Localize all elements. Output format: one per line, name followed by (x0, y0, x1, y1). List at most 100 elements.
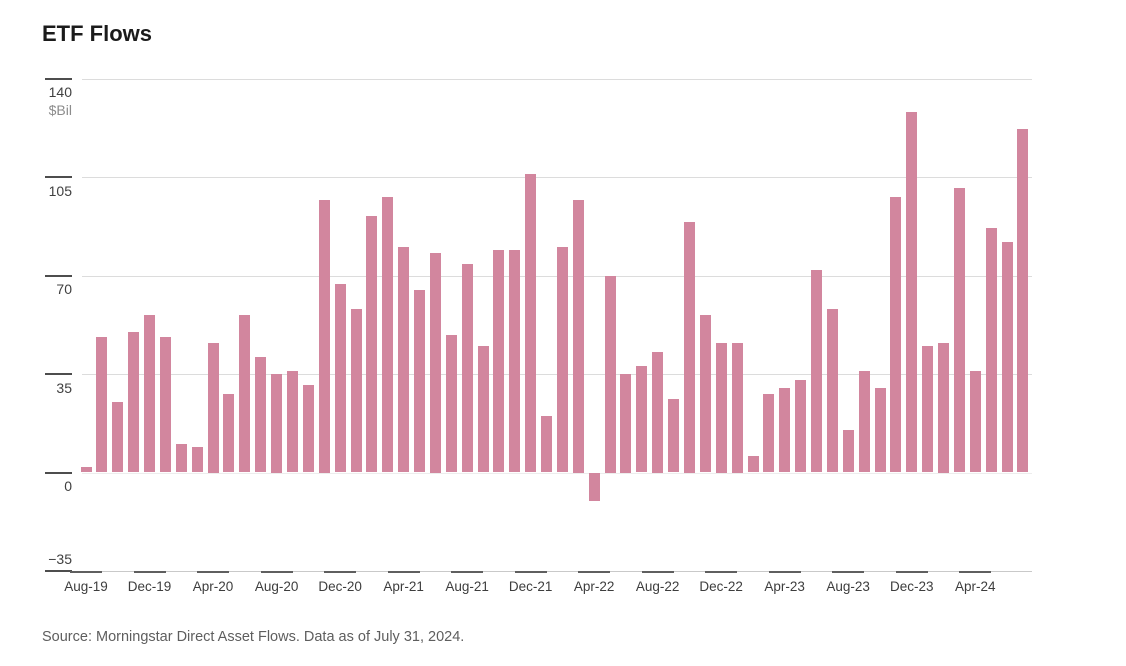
bar-Dec-23 (906, 112, 918, 473)
bar-Mar-24 (953, 188, 965, 473)
bar-Jan-22 (541, 416, 552, 473)
bar-Aug-21 (461, 264, 473, 473)
y-tick-label-105: 105 (48, 182, 72, 199)
x-tick-label-Aug-19: Aug-19 (64, 579, 108, 594)
x-axis-tick-Dec-20 (324, 570, 357, 573)
x-tick-label-Apr-24: Apr-24 (955, 579, 996, 594)
x-tick-label-Dec-19: Dec-19 (127, 579, 172, 594)
bar-Sep-23 (858, 371, 870, 473)
bar-Feb-22 (556, 247, 568, 473)
x-tick-label-Dec-22: Dec-22 (699, 579, 743, 594)
zero-baseline (82, 472, 1032, 474)
x-axis-tick-Aug-22 (641, 570, 674, 573)
x-tick-label-Aug-20: Aug-20 (254, 579, 299, 594)
x-tick-label-Dec-20: Dec-20 (318, 579, 362, 594)
bar-Aug-22 (652, 351, 664, 473)
x-axis-tick-Aug-20 (260, 570, 293, 573)
bar-Feb-21 (366, 216, 378, 473)
bar-Feb-24 (938, 343, 949, 473)
bar-Oct-23 (874, 388, 886, 473)
bar-Apr-24 (969, 371, 981, 473)
bar-May-22 (604, 275, 616, 473)
bar-Sep-20 (286, 371, 298, 473)
gridline-140 (82, 78, 1032, 80)
bar-Mar-23 (763, 393, 775, 473)
bar-Dec-20 (334, 283, 346, 473)
bar-Mar-22 (572, 199, 584, 473)
bar-Aug-20 (271, 374, 283, 473)
bar-Jun-22 (620, 374, 632, 473)
bar-Jul-23 (826, 309, 838, 473)
bar-Nov-23 (890, 196, 902, 473)
bar-Apr-20 (207, 343, 219, 473)
bar-Apr-23 (779, 388, 791, 473)
bar-Sep-21 (477, 345, 489, 473)
x-axis-tick-Apr-20 (197, 570, 229, 573)
x-tick-label-Dec-23: Dec-23 (890, 579, 934, 594)
y-tick-label-35: 35 (56, 379, 72, 396)
x-tick-label-Apr-21: Apr-21 (383, 579, 424, 594)
bar-Nov-22 (699, 314, 711, 473)
y-tick-105 (45, 176, 72, 178)
bar-Aug-23 (842, 430, 854, 473)
bar-Jun-24 (1001, 241, 1013, 473)
bar-Oct-22 (683, 222, 695, 473)
x-axis-tick-Dec-21 (514, 570, 547, 573)
bar-Aug-19 (80, 466, 92, 473)
bar-Oct-20 (302, 385, 314, 473)
y-axis-unit-label: $Bil (48, 101, 72, 118)
bar-Jan-24 (922, 345, 934, 473)
bar-Jan-23 (731, 343, 743, 473)
bar-Nov-20 (318, 199, 330, 473)
x-axis-line (82, 571, 1032, 572)
bar-Jun-20 (239, 314, 251, 473)
bar-Sep-22 (668, 399, 680, 473)
bar-May-20 (223, 393, 235, 473)
bar-Jul-22 (636, 365, 648, 473)
bar-Jun-23 (811, 269, 822, 473)
y-tick-140 (45, 77, 72, 80)
y-tick-0 (45, 471, 72, 474)
x-axis-tick-Aug-19 (70, 570, 102, 573)
x-tick-label-Aug-22: Aug-22 (635, 579, 680, 594)
bar-Nov-21 (509, 250, 521, 473)
x-tick-label-Apr-23: Apr-23 (764, 579, 805, 594)
bar-Jul-21 (445, 334, 457, 473)
bar-Feb-20 (175, 444, 187, 473)
x-axis-tick-Apr-23 (768, 570, 801, 573)
bar-May-23 (795, 379, 807, 473)
source-note: Source: Morningstar Direct Asset Flows. … (42, 629, 465, 645)
bar-Apr-22 (588, 472, 600, 501)
bar-Sep-19 (96, 337, 108, 473)
y-tick-label-140: 140 (48, 84, 72, 100)
x-tick-label-Aug-21: Aug-21 (445, 579, 489, 594)
x-axis-tick-Aug-23 (832, 570, 865, 573)
y-tick--35 (45, 570, 72, 572)
bar-Dec-19 (144, 314, 155, 473)
bar-Nov-19 (128, 331, 140, 473)
chart-title: ETF Flows (42, 21, 152, 46)
bar-May-21 (414, 289, 425, 473)
bar-Jul-20 (255, 357, 267, 473)
gridline-105 (82, 177, 1032, 178)
y-tick-label--35: −35 (48, 551, 72, 567)
x-axis-tick-Apr-24 (959, 570, 992, 573)
x-tick-label-Apr-22: Apr-22 (573, 579, 615, 594)
bar-Oct-19 (112, 402, 124, 473)
x-tick-label-Aug-23: Aug-23 (826, 579, 870, 594)
bar-Mar-20 (191, 447, 203, 473)
bar-Mar-21 (382, 196, 394, 473)
bar-Oct-21 (493, 250, 505, 473)
x-axis-tick-Apr-22 (578, 570, 611, 573)
x-tick-label-Apr-20: Apr-20 (192, 579, 234, 594)
x-tick-label-Dec-21: Dec-21 (508, 579, 553, 594)
bar-Feb-23 (747, 455, 759, 473)
x-axis-tick-Dec-22 (705, 570, 738, 573)
x-axis-tick-Dec-23 (895, 570, 928, 573)
bar-Jun-21 (429, 253, 441, 473)
x-axis-tick-Apr-21 (387, 570, 420, 573)
x-axis-tick-Dec-19 (133, 570, 166, 573)
bar-Jan-21 (350, 309, 362, 473)
bar-Dec-21 (525, 174, 537, 473)
x-axis-tick-Aug-21 (451, 570, 484, 573)
